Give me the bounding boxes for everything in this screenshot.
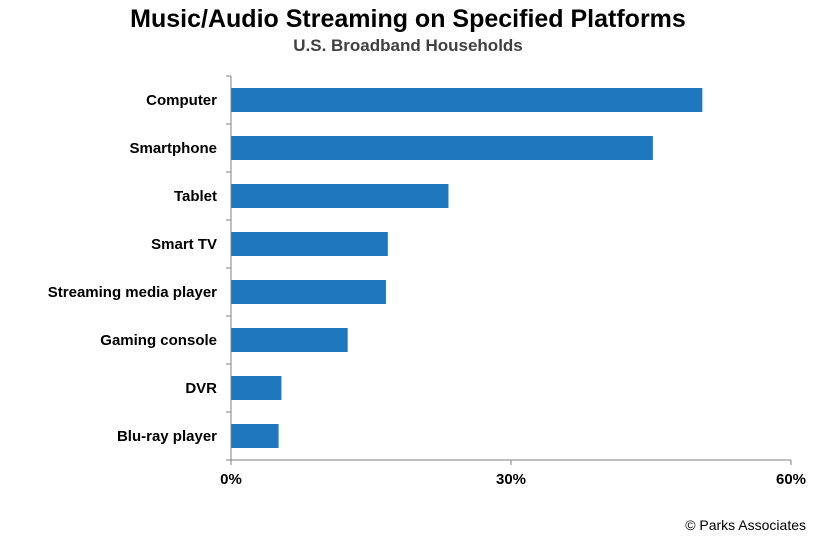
bar-smartphone xyxy=(231,136,653,160)
bar-dvr xyxy=(231,376,282,400)
chart-subtitle: U.S. Broadband Households xyxy=(293,36,523,55)
category-label: Streaming media player xyxy=(48,284,217,301)
x-tick-label: 30% xyxy=(496,471,526,488)
bar-tablet xyxy=(231,184,449,208)
bar-gaming-console xyxy=(231,328,348,352)
category-label: Smartphone xyxy=(129,140,217,157)
x-tick-label: 60% xyxy=(776,471,806,488)
x-tick-label: 0% xyxy=(220,471,242,488)
category-label: Computer xyxy=(146,92,217,109)
category-label: Blu-ray player xyxy=(117,428,217,445)
category-label: DVR xyxy=(185,380,217,397)
bar-blu-ray-player xyxy=(231,424,279,448)
copyright-notice: © Parks Associates xyxy=(685,517,806,533)
category-label: Smart TV xyxy=(151,236,217,253)
chart-title: Music/Audio Streaming on Specified Platf… xyxy=(130,5,686,33)
bar-smart-tv xyxy=(231,232,388,256)
category-label: Tablet xyxy=(174,188,217,205)
bar-streaming-media-player xyxy=(231,280,386,304)
bar-computer xyxy=(231,88,703,112)
category-label: Gaming console xyxy=(100,332,217,349)
